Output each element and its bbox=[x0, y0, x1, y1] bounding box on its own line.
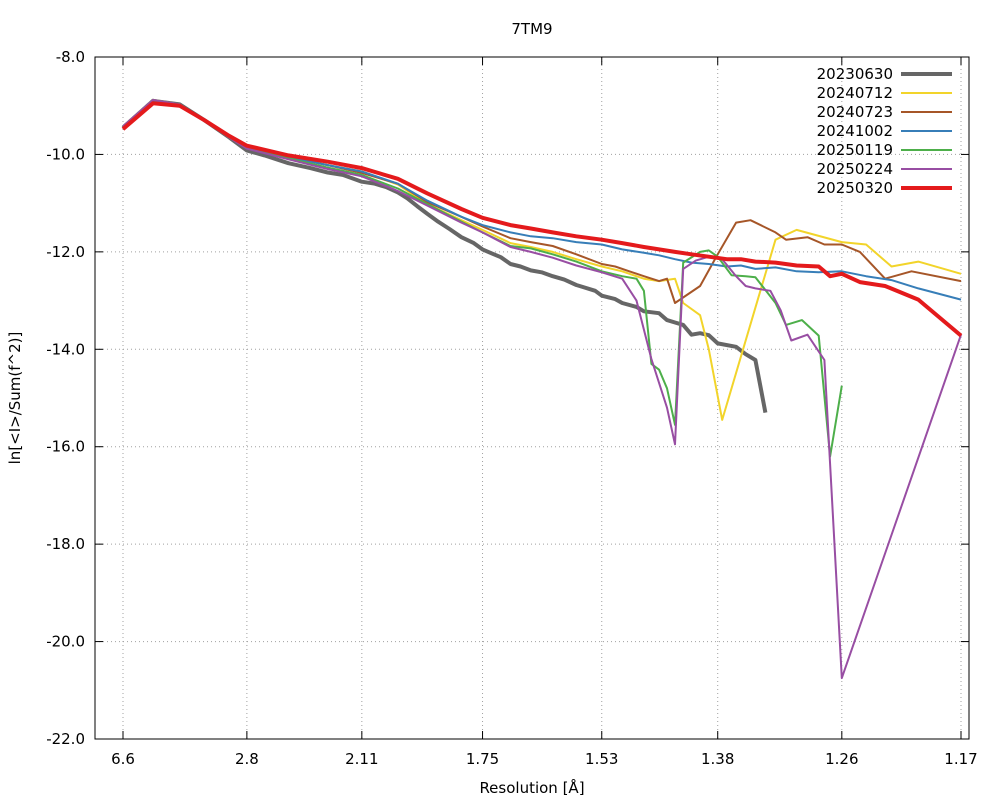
x-tick-label: 6.6 bbox=[111, 750, 135, 768]
legend-label-20250224: 20250224 bbox=[817, 160, 893, 178]
legend-label-20230630: 20230630 bbox=[817, 65, 893, 83]
y-tick-label: -18.0 bbox=[46, 535, 85, 553]
x-tick-label: 1.26 bbox=[825, 750, 858, 768]
series-line-20250119 bbox=[122, 98, 843, 458]
legend-label-20240723: 20240723 bbox=[817, 103, 893, 121]
y-axis-label: ln[<I>/Sum(f^2)] bbox=[6, 332, 24, 465]
x-tick-label: 1.17 bbox=[944, 750, 977, 768]
series-line-20250224 bbox=[122, 98, 962, 680]
legend: 2023063020240712202407232024100220250119… bbox=[817, 65, 952, 197]
series-line-20230630 bbox=[121, 98, 768, 413]
x-axis-label: Resolution [Å] bbox=[479, 778, 584, 797]
series-lines bbox=[121, 98, 963, 680]
legend-label-20241002: 20241002 bbox=[817, 122, 893, 140]
legend-label-20250320: 20250320 bbox=[817, 179, 893, 197]
y-tick-label: -16.0 bbox=[46, 438, 85, 456]
chart-title: 7TM9 bbox=[511, 20, 552, 38]
legend-label-20250119: 20250119 bbox=[817, 141, 893, 159]
x-tick-label: 1.53 bbox=[585, 750, 618, 768]
x-tick-label: 1.75 bbox=[466, 750, 499, 768]
x-tick-label: 1.38 bbox=[701, 750, 734, 768]
x-tick-label: 2.8 bbox=[235, 750, 259, 768]
series-line-20250320 bbox=[121, 101, 963, 338]
y-tick-label: -14.0 bbox=[46, 340, 85, 358]
plot-frame bbox=[94, 56, 970, 740]
axis-ticks: -8.0 -10.0 -12.0 -14.0 -16.0 -18.0 -20.0 -22.0 6… bbox=[46, 48, 978, 768]
y-tick-label: -20.0 bbox=[46, 633, 85, 651]
y-tick-label: -12.0 bbox=[46, 243, 85, 261]
y-tick-label: -10.0 bbox=[46, 145, 85, 163]
grid-lines bbox=[95, 57, 969, 739]
y-tick-label: -8.0 bbox=[56, 48, 85, 66]
x-tick-label: 2.11 bbox=[345, 750, 378, 768]
legend-label-20240712: 20240712 bbox=[817, 84, 893, 102]
y-tick-label: -22.0 bbox=[46, 730, 85, 748]
